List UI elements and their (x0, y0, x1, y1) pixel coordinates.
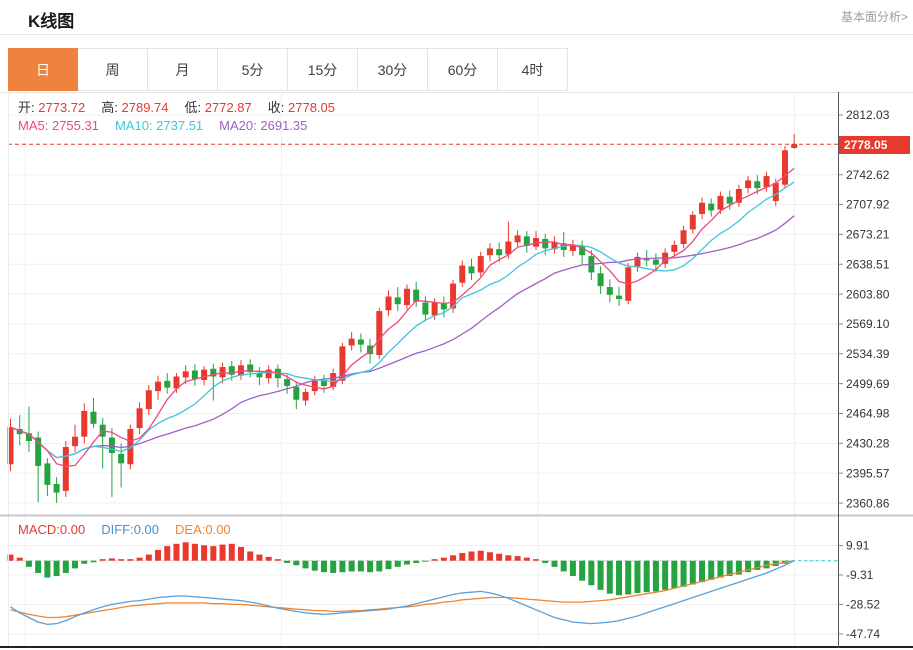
ma-line-ma10 (10, 181, 795, 459)
diff-value: 0.00 (133, 522, 160, 537)
diff-label: DIFF: (101, 522, 134, 537)
tab-5min[interactable]: 5分 (218, 48, 288, 91)
y-axis-label: 2464.98 (846, 407, 890, 421)
y-axis-label: -28.52 (846, 598, 880, 612)
y-axis-label: 2569.10 (846, 317, 890, 331)
ma-line-ma5 (10, 167, 795, 467)
ma5-label: MA5: (18, 118, 49, 133)
y-axis-label: 2499.69 (846, 377, 890, 391)
diff-line (10, 560, 795, 626)
close-value: 2778.05 (288, 100, 335, 115)
low-value: 2772.87 (204, 100, 252, 115)
ohlc-readout: 开: 2773.72 高: 2789.74 低: 2772.87 收: 2778… (18, 100, 351, 115)
low-label: 低: (184, 100, 202, 115)
panel-separator (0, 514, 913, 517)
ma10-value: 2737.51 (156, 118, 204, 133)
tab-day[interactable]: 日 (8, 48, 78, 91)
ma-line-ma20 (10, 215, 795, 459)
candles-layer (7, 134, 798, 503)
y-axis-label: 2534.39 (846, 347, 890, 361)
dea-value: 0.00 (205, 522, 231, 537)
title-separator (0, 34, 913, 35)
chart-bottom-border (0, 646, 913, 648)
y-axis-label: -9.31 (846, 568, 874, 582)
y-axis-label: 2638.51 (846, 257, 890, 271)
close-label: 收: (267, 100, 285, 115)
y-axis-label: 2603.80 (846, 287, 890, 301)
tab-60min[interactable]: 60分 (428, 48, 498, 91)
high-value: 2789.74 (121, 100, 169, 115)
page-title: K线图 (28, 12, 75, 31)
macd-value: 0.00 (59, 522, 86, 537)
y-axis-label: 2812.03 (846, 108, 890, 122)
macd-readout: MACD:0.00 DIFF:0.00 DEA:0.00 (18, 522, 247, 537)
y-axis-label: 2395.57 (846, 466, 890, 480)
ma20-label: MA20: (219, 118, 257, 133)
y-axis-label: 2430.28 (846, 437, 890, 451)
macd-label: MACD: (18, 522, 60, 537)
ma5-value: 2755.31 (51, 118, 99, 133)
high-label: 高: (101, 100, 118, 115)
y-axis-label: 2742.62 (846, 168, 890, 182)
tab-30min[interactable]: 30分 (358, 48, 428, 91)
ma20-value: 2691.35 (260, 118, 308, 133)
y-axis-label: 2707.92 (846, 198, 890, 212)
y-axis-label: -47.74 (846, 627, 880, 641)
tab-15min[interactable]: 15分 (288, 48, 358, 91)
ma10-label: MA10: (114, 118, 153, 133)
period-tab-bar: 日周月 5分 15分 30分 60分 4时 (8, 48, 568, 91)
y-axis-label: 2360.86 (846, 496, 890, 510)
current-price-badge: 2778.05 (839, 136, 910, 154)
y-axis-label: 2673.21 (846, 228, 890, 242)
kline-chart[interactable]: 2812.03 2742.62 2707.92 2673.21 2638.51 2603.… (0, 92, 913, 650)
open-label: 开: (18, 100, 35, 115)
tab-week[interactable]: 周 (78, 48, 148, 91)
ma-readout: MA5: 2755.31 MA10: 2737.51 MA20: 2691.35 (18, 118, 323, 133)
open-value: 2773.72 (38, 100, 86, 115)
macd-histogram (7, 542, 788, 596)
tab-4hour[interactable]: 4时 (498, 48, 568, 91)
y-axis-label: 9.91 (846, 539, 870, 553)
tab-month[interactable]: 月 (148, 48, 218, 91)
dea-label: DEA: (175, 522, 206, 537)
fundamental-analysis-link[interactable]: 基本面分析> (840, 10, 908, 24)
